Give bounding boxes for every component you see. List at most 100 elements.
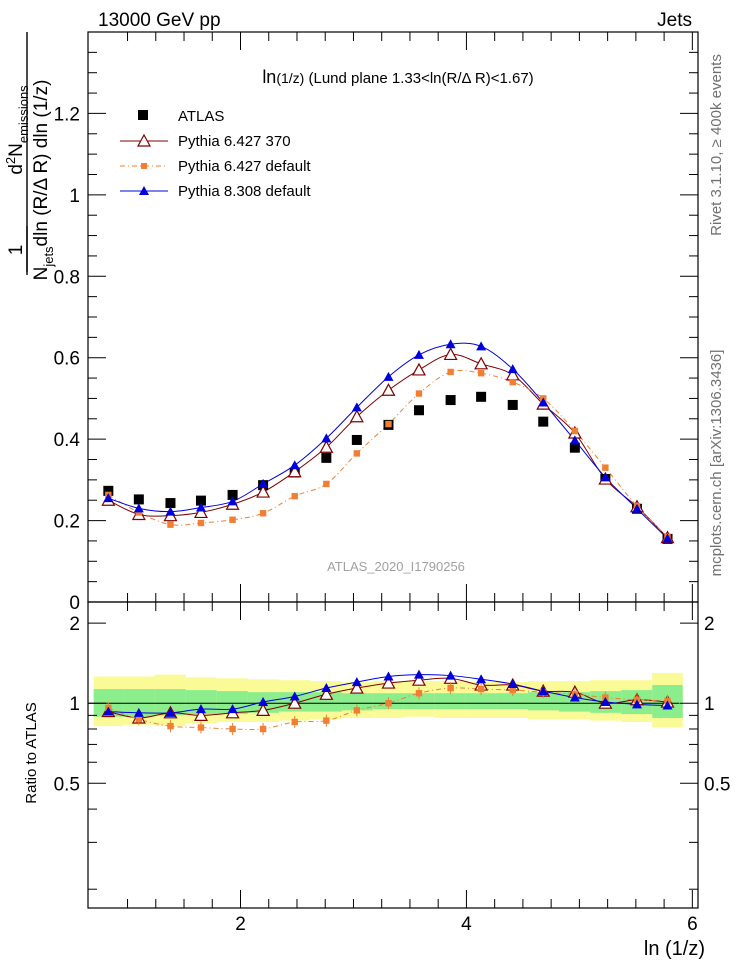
main-point-pythia-8-308-default xyxy=(476,341,487,351)
ratio-point-pythia-8-308-default xyxy=(476,674,487,684)
legend-atlas-marker xyxy=(138,110,148,120)
ratio-plot-frame xyxy=(87,601,699,909)
main-point-atlas xyxy=(538,416,549,427)
ratio-point-pythia-6-427-default xyxy=(447,684,454,692)
ratio-green-band xyxy=(310,692,342,712)
main-point-pythia-6-427-default xyxy=(167,521,174,528)
ratio-point-pythia-8-308-default xyxy=(103,706,114,716)
plot-title-arg: (1/z) xyxy=(276,70,304,86)
ratio-point-pythia-6-427-default xyxy=(167,722,174,730)
main-point-pythia-6-427-default xyxy=(602,464,609,471)
main-point-pythia-6-427-370 xyxy=(256,484,271,498)
ratio-point-pythia-6-427-default xyxy=(385,699,392,707)
ratio-point-pythia-8-308-default xyxy=(351,677,362,687)
main-series-group xyxy=(101,339,675,544)
main-y-axis-label: 1 Njetsdln (R/Δ R) dln (1/z) d2Nemission… xyxy=(3,32,56,280)
ratio-point-pythia-8-308-default xyxy=(507,679,518,689)
ratio-point-pythia-6-427-default xyxy=(509,686,516,694)
main-point-pythia-8-308-default xyxy=(600,472,611,482)
ratio-point-pythia-6-427-370 xyxy=(381,675,396,689)
ratio-point-pythia-6-427-370 xyxy=(411,672,426,686)
ratio-y-tick-label-right: 2 xyxy=(704,614,715,635)
main-point-pythia-6-427-default xyxy=(229,516,236,523)
main-point-atlas xyxy=(195,495,206,506)
plot-title-ln: ln xyxy=(262,67,276,87)
legend-p8-label: Pythia 8.308 default xyxy=(178,183,311,200)
ratio-point-pythia-6-427-370 xyxy=(319,687,334,700)
ratio-y-tick-label-left: 1 xyxy=(69,694,80,715)
ratio-point-pythia-6-427-default xyxy=(353,707,361,714)
main-point-pythia-8-308-default xyxy=(662,533,673,543)
main-point-pythia-8-308-default xyxy=(351,402,362,412)
ratio-y-tick-label-right: 1 xyxy=(704,694,715,715)
ratio-point-pythia-6-427-default xyxy=(477,685,485,693)
x-axis-label: ln (1/z) xyxy=(644,938,705,960)
main-point-atlas xyxy=(413,405,424,416)
ratio-y-tick-label-right: 0.5 xyxy=(704,774,730,795)
main-point-pythia-8-308-default xyxy=(103,493,114,503)
main-y-tick-label: 0.2 xyxy=(54,512,80,533)
y-label-emissions-sub: emissions xyxy=(16,85,31,143)
rivet-label: Rivet 3.1.10, ≥ 400k events xyxy=(708,54,725,236)
main-point-pythia-8-308-default xyxy=(538,397,549,407)
main-y-tick-label: 0.6 xyxy=(54,349,80,370)
main-y-tick-label: 1 xyxy=(69,186,80,207)
ratio-point-pythia-8-308-default xyxy=(538,686,549,696)
y-label-N: N xyxy=(31,267,52,281)
legend-p8-marker xyxy=(139,186,149,195)
main-point-atlas xyxy=(165,498,176,509)
ratio-green-band xyxy=(216,691,248,715)
ratio-point-pythia-6-427-default xyxy=(259,725,267,733)
main-point-pythia-8-308-default xyxy=(632,503,642,513)
ratio-series-group xyxy=(101,669,675,735)
y-label-N2: N xyxy=(6,143,27,157)
analysis-watermark: ATLAS_2020_I1790256 xyxy=(327,559,465,574)
ratio-point-pythia-8-308-default xyxy=(600,697,611,707)
ratio-point-pythia-8-308-default xyxy=(321,683,332,693)
main-point-pythia-6-427-default xyxy=(259,510,267,517)
main-point-pythia-8-308-default xyxy=(413,349,424,359)
main-point-pythia-6-427-370 xyxy=(349,409,364,423)
main-point-pythia-6-427-default xyxy=(509,378,516,386)
main-point-pythia-6-427-default xyxy=(477,369,485,377)
mcplots-label: mcplots.cern.ch [arXiv:1306.3436] xyxy=(708,350,725,577)
legend-atlas-label: ATLAS xyxy=(178,108,224,125)
main-point-pythia-8-308-default xyxy=(569,435,580,445)
legend: ATLAS Pythia 6.427 370 Pythia 6.427 defa… xyxy=(120,108,311,200)
legend-p6def-label: Pythia 6.427 default xyxy=(178,158,311,175)
ratio-point-pythia-8-308-default xyxy=(289,691,300,701)
main-point-atlas xyxy=(133,494,144,505)
main-line-pythia-6-427-370 xyxy=(108,353,668,539)
ratio-point-pythia-6-427-370 xyxy=(256,703,271,716)
main-line-pythia-8-308-default xyxy=(108,342,668,539)
main-point-atlas xyxy=(507,399,518,410)
legend-p6def-marker xyxy=(141,163,147,169)
ratio-point-pythia-6-427-default xyxy=(135,716,143,723)
main-point-pythia-6-427-default xyxy=(385,420,392,428)
main-point-pythia-8-308-default xyxy=(383,371,394,381)
main-point-pythia-6-427-370 xyxy=(319,440,334,453)
ratio-y-axis-label: Ratio to ATLAS xyxy=(23,702,40,803)
x-tick-label: 4 xyxy=(461,914,472,935)
ratio-point-pythia-8-308-default xyxy=(383,671,394,681)
ratio-green-band xyxy=(185,690,217,715)
ratio-point-pythia-6-427-default xyxy=(323,717,330,724)
main-point-atlas xyxy=(227,489,238,500)
main-point-atlas xyxy=(445,395,456,406)
main-point-atlas xyxy=(321,452,332,463)
main-point-atlas xyxy=(351,434,362,445)
header-jets-label: Jets xyxy=(657,10,692,31)
ratio-point-pythia-8-308-default xyxy=(662,700,673,710)
main-point-pythia-8-308-default xyxy=(195,502,206,512)
ratio-point-pythia-6-427-default xyxy=(197,724,205,731)
main-point-pythia-8-308-default xyxy=(321,433,332,443)
ratio-point-pythia-8-308-default xyxy=(445,670,456,680)
main-point-atlas xyxy=(569,442,580,453)
main-point-pythia-6-427-default xyxy=(291,492,298,500)
main-point-pythia-8-308-default xyxy=(227,496,238,506)
ratio-point-pythia-8-308-default xyxy=(258,697,269,707)
main-point-pythia-8-308-default xyxy=(445,339,456,349)
ratio-y-tick-label-left: 0.5 xyxy=(54,774,80,795)
ratio-point-pythia-6-427-default xyxy=(229,725,236,733)
